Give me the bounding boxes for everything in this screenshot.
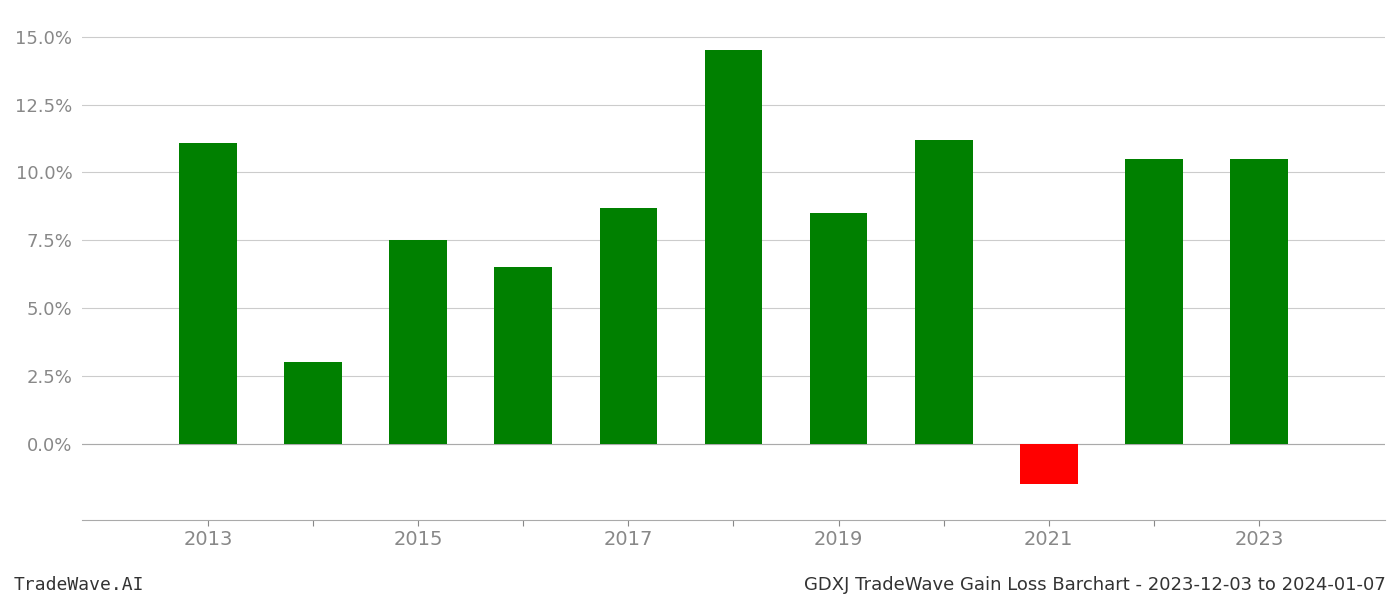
- Text: GDXJ TradeWave Gain Loss Barchart - 2023-12-03 to 2024-01-07: GDXJ TradeWave Gain Loss Barchart - 2023…: [804, 576, 1386, 594]
- Bar: [389, 240, 447, 443]
- Bar: [704, 50, 763, 443]
- Bar: [494, 267, 552, 443]
- Text: TradeWave.AI: TradeWave.AI: [14, 576, 144, 594]
- Bar: [599, 208, 658, 443]
- Bar: [284, 362, 342, 443]
- Bar: [809, 213, 868, 443]
- Bar: [1019, 443, 1078, 484]
- Bar: [914, 140, 973, 443]
- Bar: [1231, 159, 1288, 443]
- Bar: [179, 143, 237, 443]
- Bar: [1126, 159, 1183, 443]
